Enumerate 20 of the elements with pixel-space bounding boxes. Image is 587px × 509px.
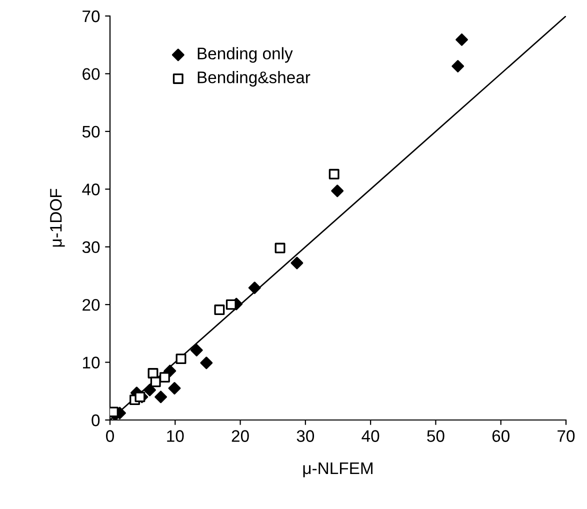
- y-tick-label: 60: [82, 68, 100, 80]
- y-tick-label: 20: [82, 298, 100, 311]
- x-tick-label: 20: [232, 430, 249, 442]
- x-tick-label: 70: [558, 430, 575, 442]
- x-tick-label: 40: [362, 430, 380, 442]
- y-tick-label: 70: [82, 10, 100, 22]
- x-tick-label: 50: [427, 430, 444, 442]
- y-tick-label: 40: [82, 184, 100, 196]
- x-tick-label: 10: [167, 430, 184, 442]
- y-tick-label: 30: [82, 241, 100, 254]
- y-tick-label: 10: [83, 356, 100, 368]
- x-tick-label: 60: [492, 430, 510, 442]
- legend-label: Bending&shear: [198, 71, 310, 87]
- y-axis-title: μ-1DOF: [50, 188, 65, 247]
- x-tick-label: 0: [106, 430, 114, 442]
- x-axis-title: μ-NLFEM: [303, 462, 372, 478]
- y-tick-label: 50: [82, 126, 100, 138]
- legend-label: Bending only: [198, 47, 293, 63]
- y-tick-label: 0: [92, 414, 100, 426]
- x-tick-label: 30: [296, 430, 314, 442]
